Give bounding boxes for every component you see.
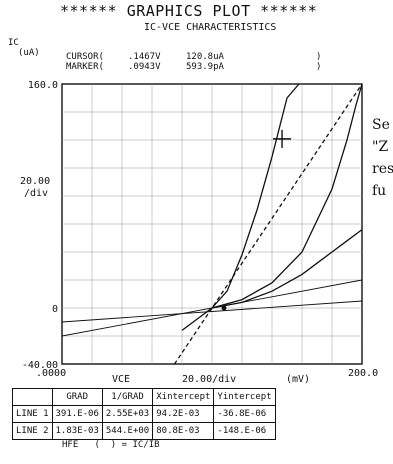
table-cell: 544.E+00 <box>101 422 154 440</box>
cursor-readout-end: ) <box>316 52 322 62</box>
table-cell: LINE 2 <box>12 422 53 440</box>
table-header <box>12 388 53 406</box>
side-text-4: fu <box>372 183 387 199</box>
side-text-3: res <box>372 161 393 177</box>
x-axis-label: VCE <box>112 374 131 385</box>
marker-point <box>221 305 227 311</box>
side-text-1: Se <box>372 117 390 133</box>
cursor-voltage: .1467V <box>128 52 161 62</box>
marker-voltage: .0943V <box>128 62 161 72</box>
table-header-row: GRAD 1/GRAD Xintercept Yintercept <box>12 388 276 406</box>
series-line-2 <box>211 84 362 309</box>
series-line-4 <box>173 84 362 364</box>
x-axis-unit: (mV) <box>286 374 311 385</box>
marker-current: 593.9pA <box>186 62 224 72</box>
series-line-1 <box>211 84 300 309</box>
y-div-label: 20.00 <box>20 176 51 187</box>
table-header: GRAD <box>51 388 103 406</box>
y-tick-label: 160.0 <box>28 80 58 91</box>
marker-readout-end: ) <box>316 62 322 72</box>
x-tick-label: .0000 <box>36 368 66 379</box>
x-axis-scale: 20.00/div <box>182 374 237 385</box>
side-text-2: "Z <box>372 139 389 155</box>
series-line-5 <box>62 279 362 337</box>
table-header: Yintercept <box>213 388 276 406</box>
y-div-unit: /div <box>24 188 49 199</box>
y-tick-label: -40.00 <box>22 360 58 371</box>
marker-readout-label: MARKER( <box>66 62 104 72</box>
plot-title: ****** GRAPHICS PLOT ****** <box>60 2 318 20</box>
table-row: LINE 2 1.83E-03 544.E+00 80.8E-03 -148.E… <box>12 422 276 440</box>
table-row: LINE 1 391.E-06 2.55E+03 94.2E-03 -36.8E… <box>12 405 276 423</box>
table-cell: 2.55E+03 <box>101 405 154 423</box>
y-tick-label: 0 <box>52 304 58 315</box>
table-header: 1/GRAD <box>101 388 154 406</box>
table-cell: -36.8E-06 <box>213 405 276 423</box>
table-cell: 94.2E-03 <box>152 405 215 423</box>
series-line-6 <box>62 300 362 323</box>
table-header: Xintercept <box>152 388 215 406</box>
footer-formula: HFE ( ) = IC/IB <box>62 440 160 450</box>
table-cell: LINE 1 <box>12 405 53 423</box>
x-tick-label: 200.0 <box>348 368 378 379</box>
cursor-readout-label: CURSOR( <box>66 52 104 62</box>
table-cell: 1.83E-03 <box>51 422 103 440</box>
y-axis-label: IC <box>8 38 19 48</box>
y-axis-unit: (uA) <box>18 48 40 58</box>
table-cell: 80.8E-03 <box>152 422 215 440</box>
plot-subtitle: IC-VCE CHARACTERISTICS <box>144 22 277 33</box>
gradient-table: GRAD 1/GRAD Xintercept Yintercept LINE 1… <box>12 388 276 440</box>
table-cell: 391.E-06 <box>51 405 103 423</box>
cursor-current: 120.8uA <box>186 52 224 62</box>
table-cell: -148.E-06 <box>213 422 276 440</box>
